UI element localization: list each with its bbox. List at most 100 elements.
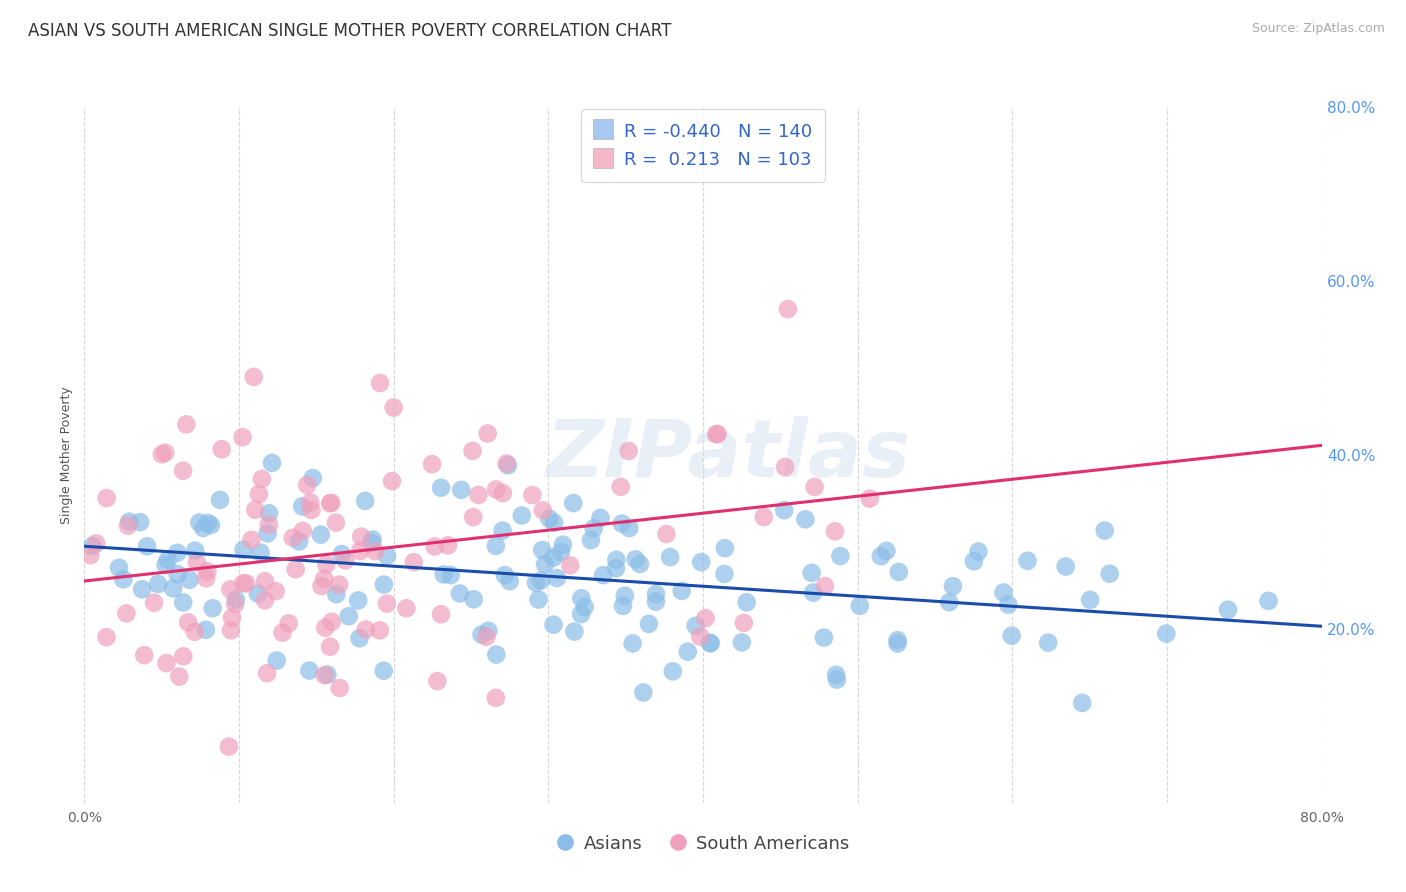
Point (733, 615, 755, 630)
Point (420, 457, 443, 471)
Point (335, 553, 357, 567)
Point (824, 524, 846, 539)
Point (1017, 554, 1039, 568)
Point (699, 636, 721, 650)
Point (329, 681, 352, 695)
Point (354, 494, 377, 508)
Point (676, 645, 699, 659)
Point (354, 623, 377, 637)
Point (219, 624, 242, 638)
Point (350, 530, 373, 544)
Point (470, 627, 492, 641)
Point (430, 607, 453, 622)
Point (186, 556, 208, 570)
Point (477, 624, 499, 638)
Point (543, 516, 565, 530)
Point (368, 624, 391, 638)
Point (569, 591, 592, 606)
Point (177, 615, 200, 630)
Point (589, 511, 612, 525)
Point (1156, 626, 1178, 640)
Point (475, 630, 498, 644)
Point (1216, 603, 1239, 617)
Point (319, 496, 342, 510)
Point (79, 548, 101, 562)
Point (938, 595, 960, 609)
Point (288, 534, 311, 549)
Point (166, 546, 188, 560)
Point (281, 531, 304, 545)
Point (499, 574, 522, 589)
Point (671, 583, 693, 598)
Point (195, 564, 218, 578)
Point (870, 549, 893, 564)
Point (131, 582, 153, 597)
Point (211, 442, 233, 457)
Point (295, 478, 318, 492)
Point (546, 571, 568, 585)
Point (485, 690, 508, 705)
Point (794, 512, 817, 526)
Point (522, 488, 544, 502)
Point (494, 568, 516, 582)
Point (613, 589, 636, 603)
Point (172, 649, 194, 664)
Point (731, 635, 754, 649)
Point (491, 524, 513, 538)
Point (311, 579, 333, 593)
Point (232, 576, 254, 591)
Point (112, 572, 135, 586)
Point (82, 539, 104, 553)
Point (1054, 559, 1077, 574)
Point (315, 558, 337, 572)
Point (179, 573, 201, 587)
Point (582, 521, 605, 535)
Point (314, 668, 336, 682)
Point (543, 550, 565, 565)
Point (225, 592, 247, 607)
Point (704, 427, 727, 442)
Point (271, 625, 294, 640)
Point (467, 488, 489, 502)
Point (375, 549, 398, 563)
Point (527, 592, 550, 607)
Point (197, 516, 219, 530)
Point (266, 654, 288, 668)
Point (96, 491, 118, 505)
Point (364, 544, 387, 558)
Point (564, 624, 586, 639)
Point (172, 595, 194, 609)
Point (633, 685, 655, 699)
Point (433, 567, 456, 582)
Point (136, 539, 159, 553)
Point (621, 636, 644, 650)
Point (612, 599, 634, 613)
Point (496, 458, 519, 473)
Point (825, 667, 848, 681)
Point (360, 536, 382, 550)
Point (150, 447, 173, 461)
Point (538, 511, 561, 525)
Point (530, 574, 553, 588)
Point (773, 503, 796, 517)
Point (232, 542, 254, 557)
Point (224, 597, 246, 611)
Point (245, 503, 267, 517)
Point (319, 640, 342, 654)
Point (628, 557, 651, 571)
Point (117, 518, 139, 533)
Point (325, 587, 347, 601)
Point (298, 664, 321, 678)
Point (264, 584, 287, 599)
Point (325, 516, 347, 530)
Text: ASIAN VS SOUTH AMERICAN SINGLE MOTHER POVERTY CORRELATION CHART: ASIAN VS SOUTH AMERICAN SINGLE MOTHER PO… (28, 22, 672, 40)
Point (256, 666, 278, 681)
Point (235, 576, 257, 591)
Point (166, 567, 188, 582)
Point (963, 554, 986, 568)
Point (825, 673, 848, 687)
Point (485, 483, 508, 497)
Point (301, 471, 323, 485)
Point (713, 566, 735, 581)
Point (254, 574, 277, 589)
